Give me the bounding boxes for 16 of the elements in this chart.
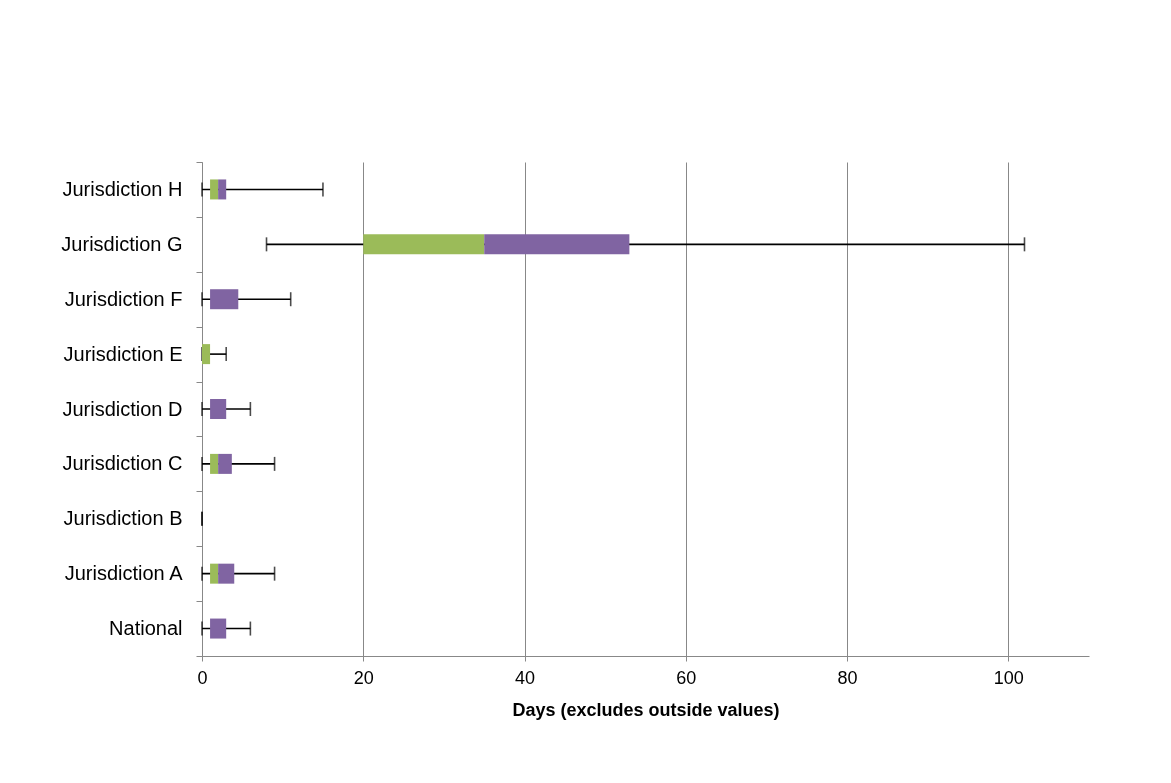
- x-tick-label: 100: [993, 667, 1024, 688]
- y-tick-label: Jurisdiction G: [61, 232, 183, 255]
- x-tick-label: 0: [197, 667, 208, 688]
- y-tick-label: Jurisdiction D: [62, 397, 183, 420]
- y-tick-label: Jurisdiction B: [63, 507, 183, 530]
- x-tick-label: 60: [676, 667, 697, 688]
- y-tick-label: Jurisdiction C: [62, 452, 183, 475]
- y-tick-label: Jurisdiction F: [64, 287, 183, 310]
- x-tick-label: 80: [837, 667, 858, 688]
- y-tick-label: Jurisdiction H: [62, 177, 183, 200]
- x-tick-label: 40: [515, 667, 536, 688]
- y-tick-label: Jurisdiction E: [63, 342, 183, 365]
- y-tick-label: Jurisdiction A: [64, 562, 184, 585]
- y-tick-label: National: [109, 617, 183, 640]
- x-axis-title: Days (excludes outside values): [512, 699, 780, 720]
- x-tick-label: 20: [353, 667, 374, 688]
